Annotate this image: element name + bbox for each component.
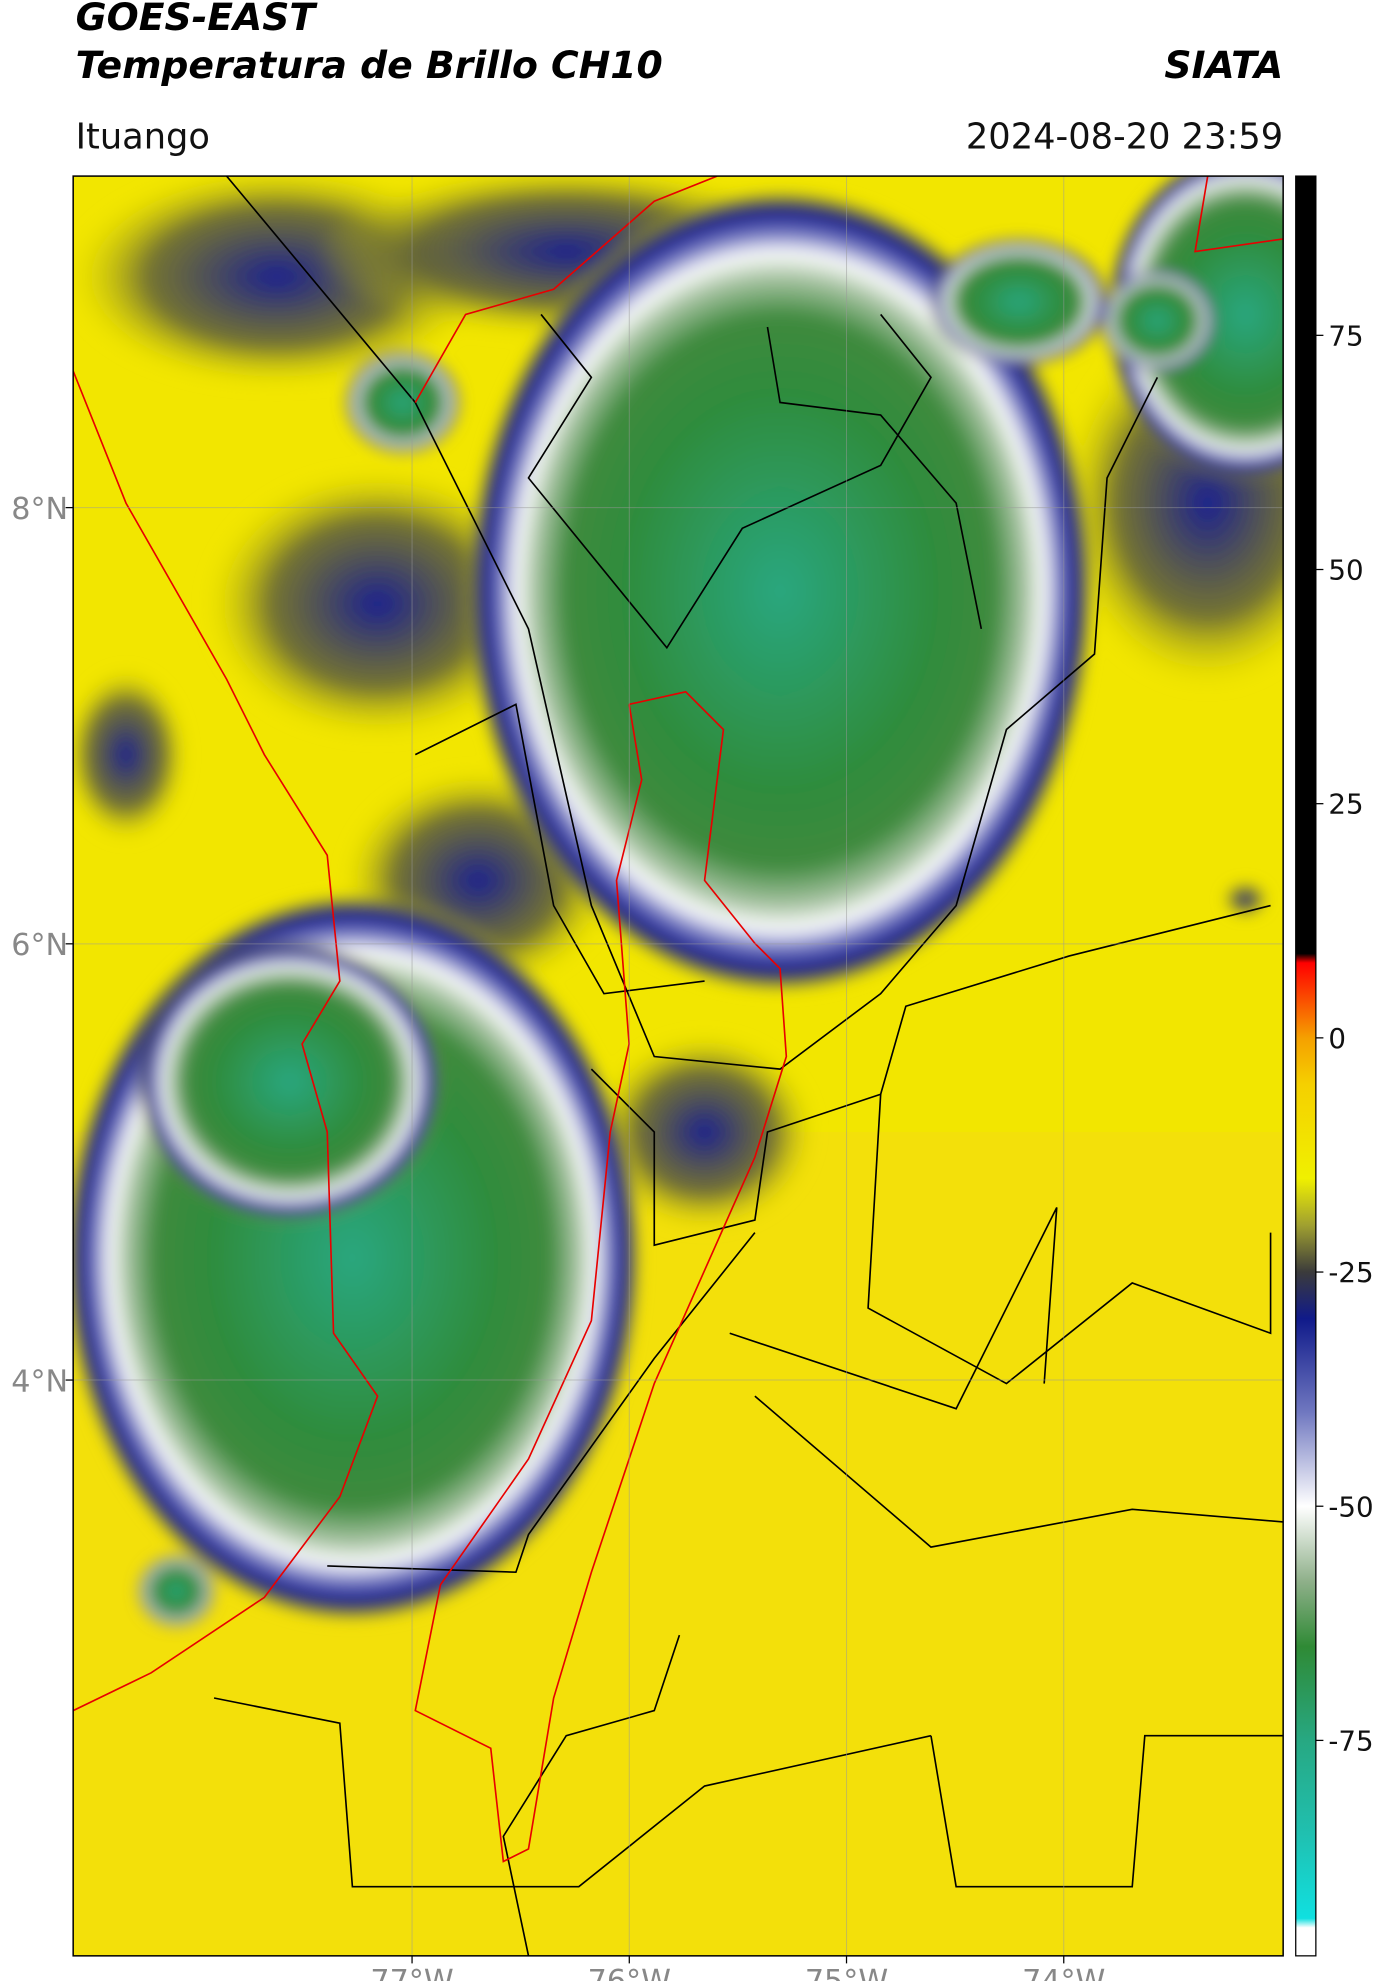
colorbar-tick-label: 50 — [1328, 554, 1363, 587]
colorbar-tick-label: 25 — [1328, 788, 1363, 821]
x-tick-label: 74°W — [1022, 1964, 1105, 1981]
y-tick-label: 8°N — [11, 492, 68, 527]
x-tick-label: 75°W — [805, 1964, 888, 1981]
y-tick-label: 4°N — [11, 1364, 68, 1399]
header-datetime: 2024-08-20 23:59 — [966, 116, 1283, 157]
colorbar-tick-label: -75 — [1328, 1724, 1373, 1757]
colorbar-tick-label: -50 — [1328, 1490, 1373, 1523]
map-grid: 77°W 76°W 75°W 74°W 8°N 6°N 4°N — [11, 176, 1284, 1981]
y-tick-label: 6°N — [11, 928, 68, 963]
map-frame — [72, 175, 1284, 1957]
colorbar-tick-label: 75 — [1328, 319, 1363, 352]
header-title: GOES-EAST — [76, 0, 319, 39]
colorbar-bar — [1295, 175, 1317, 1957]
colorbar-tick-label: 0 — [1328, 1022, 1346, 1055]
header-subtitle: Temperatura de Brillo CH10 — [76, 43, 663, 87]
header-agency: SIATA — [1164, 43, 1283, 87]
colorbar-tick-label: -25 — [1328, 1256, 1373, 1289]
x-tick-label: 76°W — [588, 1964, 671, 1981]
map-image — [73, 176, 1284, 1956]
header-location: Ituango — [76, 116, 210, 157]
colorbar: 75 50 25 0 -25 -50 -75 — [1295, 175, 1374, 1957]
x-tick-label: 77°W — [370, 1964, 453, 1981]
